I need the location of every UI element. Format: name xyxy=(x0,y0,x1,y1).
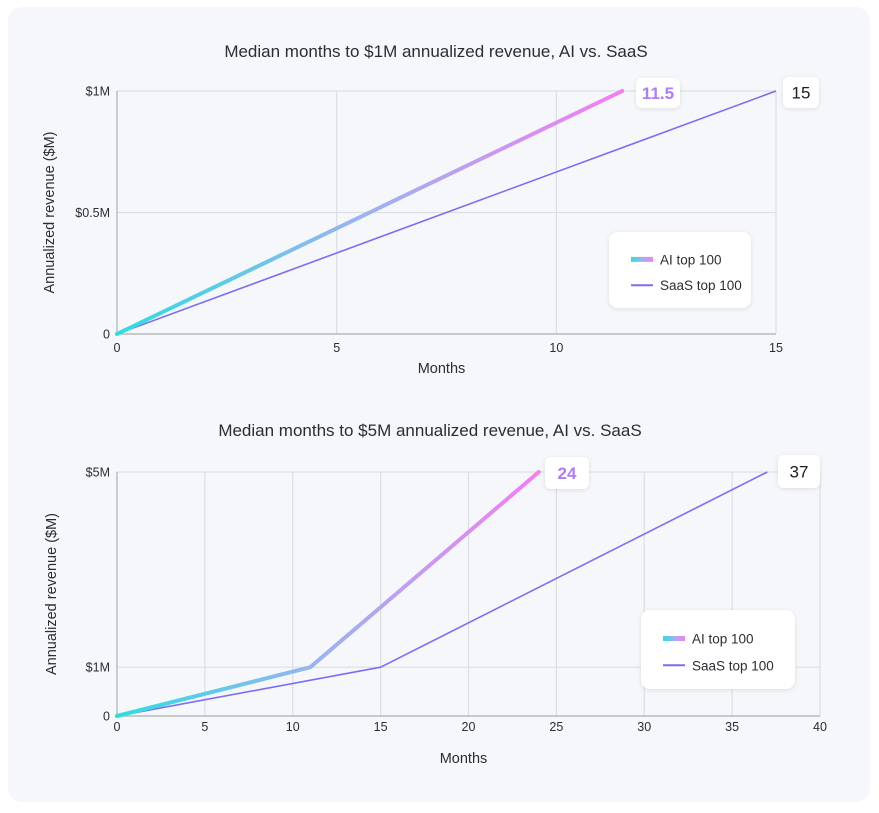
callout-box xyxy=(545,457,589,489)
chart-title: Median months to $1M annualized revenue,… xyxy=(224,42,647,61)
saas-end-callout: 37 xyxy=(778,455,820,488)
x-tick-label: 20 xyxy=(462,720,476,734)
legend-box xyxy=(609,232,751,308)
x-tick-label: 5 xyxy=(201,720,208,734)
saas-series-line xyxy=(116,471,768,717)
x-tick-label: 10 xyxy=(549,341,563,355)
y-tick-label: 0 xyxy=(103,328,110,342)
y-axis-label: Annualized revenue ($M) xyxy=(42,131,58,293)
legend-saas-label: SaaS top 100 xyxy=(660,278,742,293)
callout-box xyxy=(778,455,820,488)
callout-box xyxy=(783,77,819,108)
y-tick-label: $0.5M xyxy=(75,206,110,220)
legend: AI top 100 SaaS top 100 xyxy=(641,610,795,689)
x-tick-label: 0 xyxy=(114,720,121,734)
x-tick-label: 40 xyxy=(813,720,827,734)
callout-value: 15 xyxy=(792,84,811,103)
chart-2: Median months to $5M annualized revenue,… xyxy=(44,421,827,767)
callout-value: 37 xyxy=(790,463,809,482)
callout-value: 11.5 xyxy=(642,84,674,103)
ai-series-line xyxy=(115,89,625,336)
y-tick-label: $5M xyxy=(86,466,110,480)
x-tick-label: 5 xyxy=(333,341,340,355)
x-tick-label: 15 xyxy=(769,341,783,355)
ai-end-callout: 11.5 xyxy=(636,78,680,108)
x-tick-label: 0 xyxy=(114,341,121,355)
callout-box xyxy=(636,78,680,108)
y-tick-label: 0 xyxy=(103,710,110,724)
chart-1: Median months to $1M annualized revenue,… xyxy=(42,42,819,377)
callout-value: 24 xyxy=(558,464,577,483)
ai-series-line xyxy=(115,470,541,718)
legend-saas-label: SaaS top 100 xyxy=(692,658,774,673)
ai-end-callout: 24 xyxy=(545,457,589,489)
x-axis-label: Months xyxy=(440,751,488,767)
x-tick-label: 15 xyxy=(374,720,388,734)
x-tick-label: 25 xyxy=(549,720,563,734)
x-tick-label: 10 xyxy=(286,720,300,734)
x-tick-label: 35 xyxy=(725,720,739,734)
y-axis-label: Annualized revenue ($M) xyxy=(44,513,60,675)
saas-series-line xyxy=(116,90,777,335)
x-tick-label: 30 xyxy=(637,720,651,734)
y-tick-label: $1M xyxy=(86,661,110,675)
legend: AI top 100 SaaS top 100 xyxy=(609,232,751,308)
saas-end-callout: 15 xyxy=(783,77,819,108)
legend-box xyxy=(641,610,795,689)
legend-ai-label: AI top 100 xyxy=(660,252,722,267)
x-axis-label: Months xyxy=(418,361,466,377)
legend-ai-label: AI top 100 xyxy=(692,631,754,646)
chart-title: Median months to $5M annualized revenue,… xyxy=(218,421,641,440)
y-tick-label: $1M xyxy=(86,85,110,99)
